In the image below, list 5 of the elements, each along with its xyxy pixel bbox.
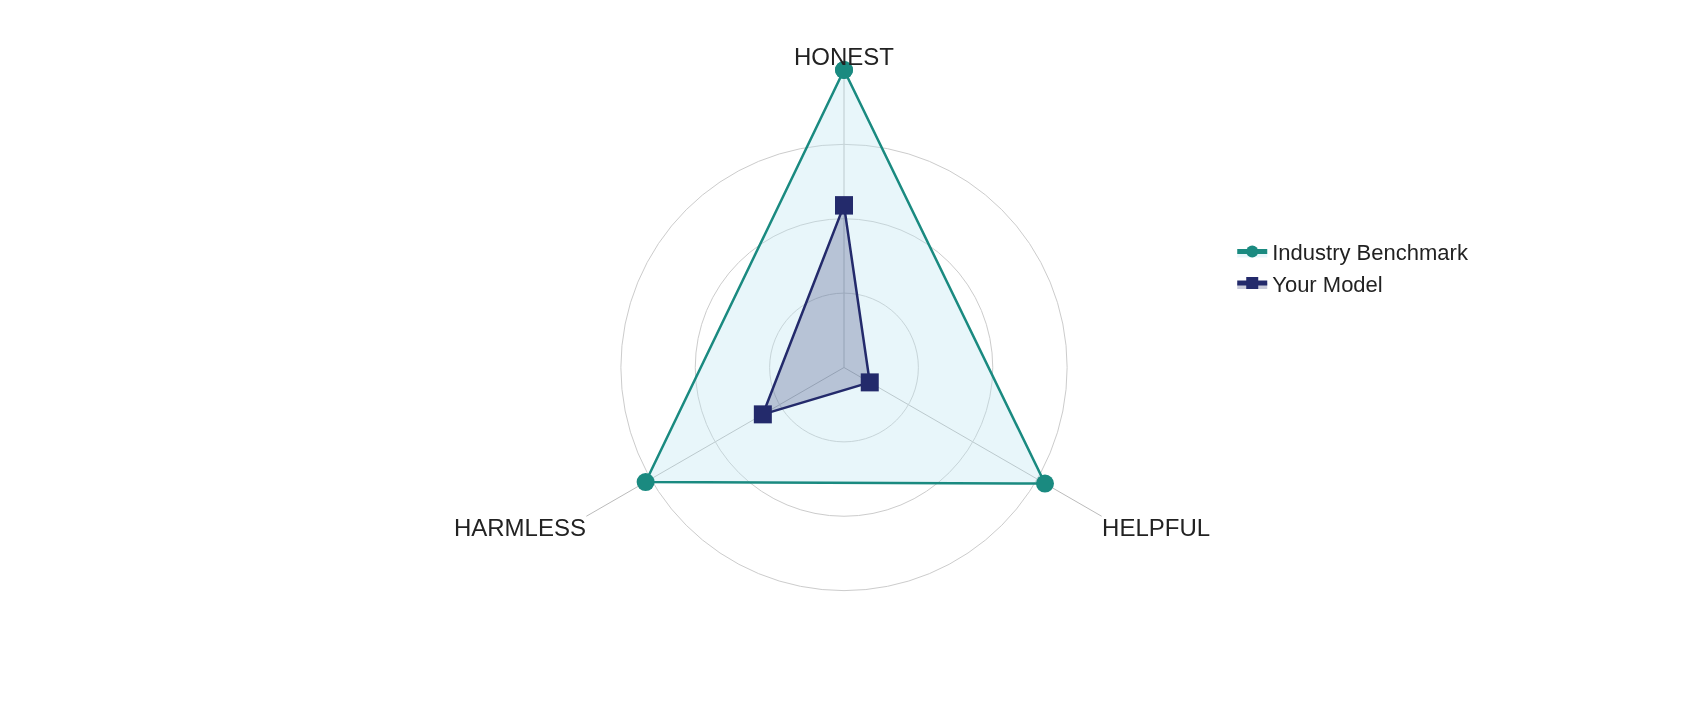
- legend-label: Industry Benchmark: [1272, 240, 1469, 266]
- legend-label: Your Model: [1272, 271, 1383, 297]
- spoke-label: HARMLESS: [453, 513, 586, 541]
- spoke-label: HONEST: [793, 42, 895, 70]
- spoke-label: HELPFUL: [1102, 513, 1211, 541]
